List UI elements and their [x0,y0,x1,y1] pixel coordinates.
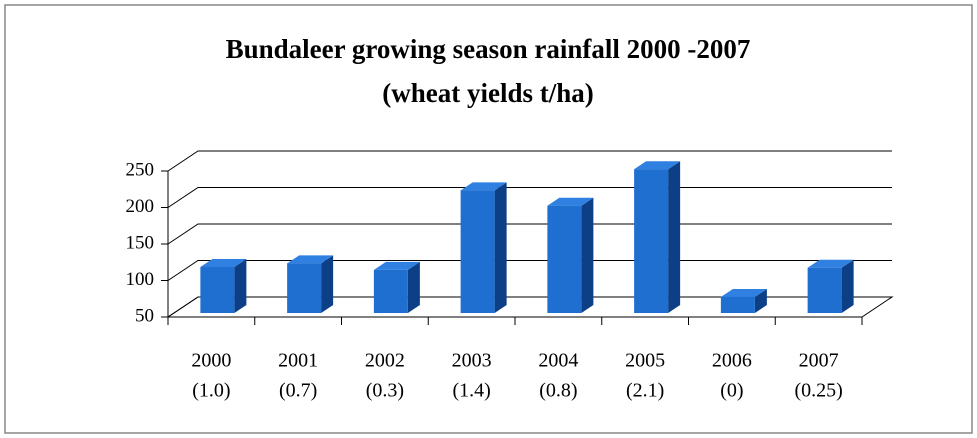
x-tick-label: (0.7) [279,380,317,402]
bar-top [460,182,507,191]
x-tick-label: 2001 [278,350,318,372]
x-tick-label: 2007 [799,350,839,372]
x-tick-label: 2005 [625,350,665,372]
x-tick-label: (0) [720,380,743,402]
bar-side [668,161,681,313]
bar [547,205,582,313]
bar-side [581,197,594,313]
x-tick-label: (0.3) [366,380,404,402]
x-tick-label: 2003 [452,350,492,372]
bar-side [754,288,767,313]
bar-side [234,259,247,313]
bar-side [841,259,854,313]
bar-top [634,161,681,170]
y-tick-label: 150 [126,232,155,253]
y-tick-label: 250 [126,159,155,180]
bar [373,269,408,313]
bar-top [200,259,247,268]
x-tick-label: (0.8) [539,380,577,402]
bar-side [494,182,507,313]
bar [634,169,669,313]
grid-line [167,150,892,172]
x-tick-label: 2002 [365,350,405,372]
x-tick-label: (1.0) [192,380,230,402]
y-tick-label: 100 [126,269,155,290]
chart-subtitle: (wheat yields t/ha) [382,78,594,108]
bar-side [407,261,420,313]
bar [720,296,755,313]
bar [460,190,495,313]
bar-top [807,259,854,268]
bar [807,267,842,313]
y-tick-label: 200 [126,196,155,217]
bar-top [287,255,334,264]
x-tick-label: 2000 [191,350,231,372]
bar-top [373,261,420,270]
bar [287,263,322,313]
bar [200,267,235,313]
x-tick-label: (1.4) [452,380,490,402]
x-tick-label: (2.1) [626,380,664,402]
bar-side [321,255,334,313]
bar-top [547,197,594,206]
y-tick-label: 50 [135,305,154,326]
x-tick-label: 2004 [538,350,578,372]
x-tick-label: (0.25) [794,380,842,402]
chart-title: Bundaleer growing season rainfall 2000 -… [226,34,751,64]
x-tick-label: 2006 [712,350,752,372]
bar-top [720,288,767,297]
